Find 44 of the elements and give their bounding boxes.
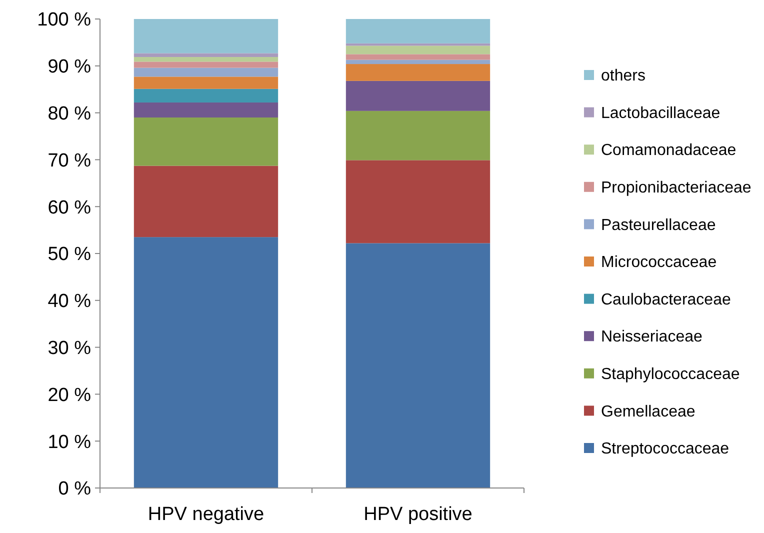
bar (134, 56, 278, 62)
y-tick-label: 40 % (48, 291, 92, 312)
bar (134, 102, 278, 118)
y-tick-label: 50 % (48, 244, 92, 266)
bar (134, 19, 278, 54)
y-tick-label: 80 % (48, 103, 92, 124)
y-tick-label: 30 % (48, 338, 92, 359)
bar (134, 166, 278, 238)
legend-label: Lactobacillaceae (601, 104, 720, 122)
y-tick-label: 90 % (48, 56, 92, 78)
y-tick-label: 70 % (48, 150, 92, 172)
legend-label: Comamonadaceae (601, 142, 736, 160)
bar (134, 53, 278, 57)
bar (346, 19, 490, 44)
legend-label: Propionibacteriaceae (601, 180, 752, 196)
legend-label: Streptococcaceae (601, 440, 730, 458)
bar (346, 46, 490, 54)
y-tick-label: 100 % (37, 10, 92, 31)
bar (346, 60, 490, 64)
legend-label: Pasteurellaceae (601, 216, 716, 234)
legend-label: Staphylococcaceae (601, 366, 740, 383)
bar (346, 110, 490, 160)
legend-label: others (601, 68, 646, 85)
x-tick-label: HPV negative (148, 504, 264, 525)
bar (134, 76, 278, 89)
legend-label: Caulobacteraceae (601, 291, 731, 308)
x-tick-label: HPV positive (364, 504, 472, 525)
y-tick-label: 20 % (48, 384, 92, 406)
legend-label: Neisseriaceae (601, 328, 702, 346)
bar (346, 160, 490, 244)
bar (346, 64, 490, 81)
bar (346, 54, 490, 60)
bar (134, 62, 278, 68)
y-tick-label: 0 % (58, 478, 92, 500)
legend-label: Gemellaceae (601, 403, 696, 420)
bar (134, 68, 278, 77)
legend-label: Micrococcaceae (601, 254, 717, 272)
y-tick-label: 60 % (48, 197, 92, 218)
y-tick-label: 10 % (48, 432, 92, 453)
bar (346, 80, 490, 111)
bar (346, 243, 490, 488)
bar (134, 237, 278, 488)
bar (134, 117, 278, 166)
bar (134, 88, 278, 102)
